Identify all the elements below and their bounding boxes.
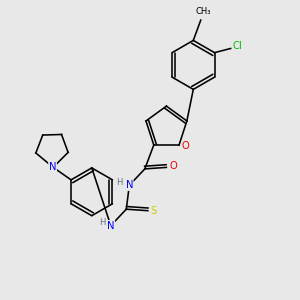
Text: H: H	[117, 178, 123, 187]
Text: CH₃: CH₃	[196, 7, 212, 16]
Text: O: O	[169, 161, 177, 171]
Text: N: N	[107, 220, 115, 231]
Text: N: N	[49, 162, 56, 172]
Text: Cl: Cl	[232, 41, 242, 51]
Text: S: S	[151, 206, 157, 216]
Text: N: N	[126, 180, 133, 190]
Text: H: H	[99, 218, 105, 227]
Text: O: O	[182, 142, 190, 152]
